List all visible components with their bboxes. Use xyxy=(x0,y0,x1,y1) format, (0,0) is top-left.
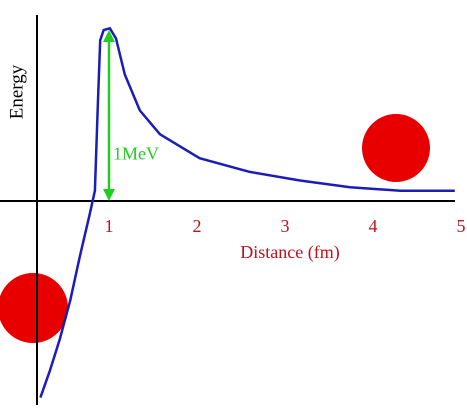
arrow-head xyxy=(103,30,115,42)
x-tick-label: 5 xyxy=(457,216,466,236)
x-axis-title: Distance (fm) xyxy=(240,242,339,263)
y-axis-title: Energy xyxy=(6,64,27,119)
x-tick-label: 4 xyxy=(369,216,378,236)
nucleus xyxy=(362,114,430,182)
nucleus xyxy=(0,273,68,343)
x-tick-label: 3 xyxy=(281,216,290,236)
x-tick-label: 1 xyxy=(105,216,114,236)
curve xyxy=(39,26,455,399)
arrow-head xyxy=(103,189,115,201)
annotation-label: 1MeV xyxy=(113,144,159,164)
x-tick-label: 2 xyxy=(193,216,202,236)
